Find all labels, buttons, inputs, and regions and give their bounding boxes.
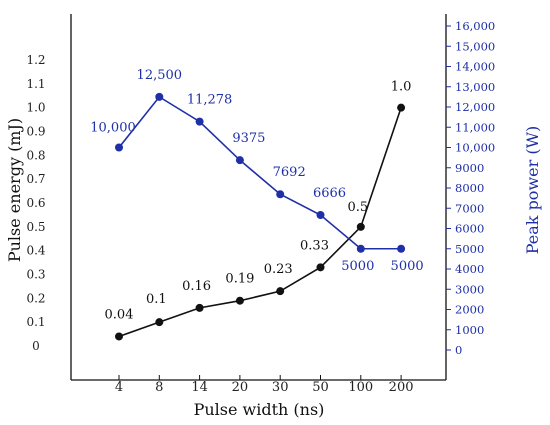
y-right-tick-label: 7000 [455,201,484,215]
y-right-tick-label: 15,000 [455,39,495,53]
x-tick-label: 200 [389,380,414,395]
x-tick-label: 100 [348,380,373,395]
pulse-energy-point [316,263,325,272]
peak-power-line [118,95,402,250]
peak-power-point [276,190,285,199]
y-right-tick-label: 1000 [455,323,484,337]
data-labels: 0.04 0.1 0.16 0.19 0.23 0.33 0.5 1.0 10,000 12,50… [90,68,423,323]
y-right-axis-title: Peak power (W) [523,126,542,255]
peak-power-data-label: 11,278 [187,93,233,108]
y-left-tick-label: 1.2 [26,53,45,67]
y-left-tick-label: 0.7 [26,172,45,186]
y-left-tick-label: 0.8 [26,148,45,162]
x-tick-label: 30 [272,380,289,395]
peak-power-data-label: 12,500 [137,68,183,83]
y-left-tick-label: 1.1 [26,77,45,91]
pulse-energy-point [276,287,285,296]
pulse-energy-data-label: 1.0 [391,80,412,95]
pulse-energy-line [118,107,402,338]
pulse-energy-data-label: 0.1 [146,292,167,307]
pulse-energy-point [235,296,244,305]
peak-power-point [316,211,325,220]
peak-power-data-label: 7692 [273,165,306,180]
y-right-tick-label: 5000 [455,242,484,256]
x-tick-label: 8 [155,380,163,395]
pulse-energy-data-label: 0.23 [264,262,293,277]
x-tick-label: 4 [115,380,123,395]
y-left-tick-label: 0.9 [26,125,45,139]
pulse-energy-point [397,103,406,112]
peak-power-point [397,244,406,253]
axes [70,14,447,381]
peak-power-point [356,244,365,253]
y-right-tick-label: 16,000 [455,19,495,33]
x-tick-label: 20 [232,380,249,395]
pulse-energy-data-label: 0.33 [300,238,329,253]
y-right-tick-label: 14,000 [455,60,495,74]
peak-power-data-label: 9375 [232,131,265,146]
x-tick-label: 50 [312,380,329,395]
y-left-tick-label: 0 [32,339,40,353]
y-right-tick-label: 6000 [455,222,484,236]
peak-power-point [155,92,164,101]
y-right-tick-label: 2000 [455,303,484,317]
peak-power-point [115,143,123,152]
y-left-tick-label: 0.5 [26,220,45,234]
y-left-tick-label: 0.1 [26,315,45,329]
pulse-energy-data-label: 0.19 [225,272,254,287]
data-points [115,92,406,341]
x-tick-label: 14 [191,380,208,395]
y-right-tick-label: 12,000 [455,100,495,114]
peak-power-point [235,156,244,165]
y-right-tick-label: 8000 [455,181,484,195]
y-left-tick-label: 0.6 [26,196,45,210]
peak-power-data-label: 6666 [313,186,346,201]
peak-power-data-label: 5000 [341,259,374,274]
tick-labels: 0 0.1 0.2 0.3 0.4 0.5 0.6 0.7 0.8 0.9 1.0 1.1 1.2 0 10… [26,19,495,395]
pulse-energy-point [155,318,164,327]
y-right-tick-label: 3000 [455,282,484,296]
y-left-axis-title: Pulse energy (mJ) [5,118,24,262]
y-left-tick-label: 0.2 [26,291,45,305]
y-right-tick-label: 9000 [455,161,484,175]
pulse-energy-data-label: 0.5 [347,200,368,215]
y-left-tick-label: 0.4 [26,244,45,258]
pulse-energy-point [195,303,204,312]
y-right-tick-label: 11,000 [455,120,495,134]
series-lines [118,95,402,338]
pulse-energy-data-label: 0.04 [105,307,134,322]
y-left-tick-label: 0.3 [26,268,45,282]
pulse-energy-data-label: 0.16 [182,279,211,294]
peak-power-data-label: 5000 [391,259,424,274]
peak-power-point [195,117,204,126]
y-left-tick-label: 1.0 [26,101,45,115]
peak-power-data-label: 10,000 [90,121,136,136]
x-axis-title: Pulse width (ns) [194,400,325,419]
y-right-tick-label: 10,000 [455,141,495,155]
pulse-energy-point [115,332,123,341]
y-right-tick-label: 0 [455,343,462,357]
y-right-tick-label: 4000 [455,262,484,276]
pulse-energy-point [356,222,365,231]
y-right-tick-label: 13,000 [455,80,495,94]
